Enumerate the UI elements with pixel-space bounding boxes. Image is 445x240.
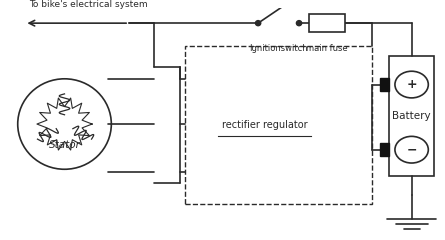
- Text: main fuse: main fuse: [306, 44, 348, 53]
- Bar: [309, 14, 345, 32]
- Ellipse shape: [255, 21, 261, 26]
- Ellipse shape: [296, 21, 302, 26]
- Text: Stator: Stator: [49, 140, 81, 150]
- Text: +: +: [406, 78, 417, 91]
- Bar: [389, 56, 434, 176]
- Text: Ignitionswitch: Ignitionswitch: [249, 44, 308, 53]
- Bar: [185, 46, 372, 204]
- Text: rectifier regulator: rectifier regulator: [222, 120, 307, 130]
- Bar: [380, 78, 389, 91]
- Text: To bike's electrical system: To bike's electrical system: [29, 0, 148, 9]
- Text: Battery: Battery: [392, 111, 431, 121]
- Text: −: −: [406, 143, 417, 156]
- Bar: [380, 143, 389, 156]
